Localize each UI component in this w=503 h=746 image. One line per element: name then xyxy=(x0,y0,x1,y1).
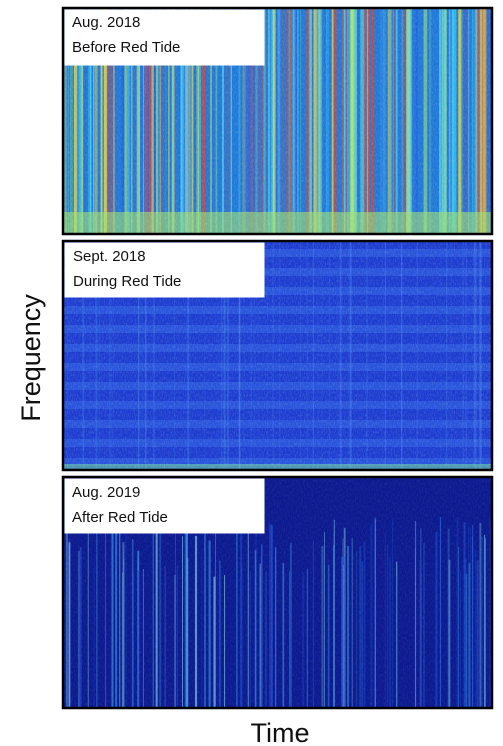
spectrogram-before xyxy=(63,8,492,234)
panel-date: Sept. 2018 xyxy=(73,248,146,265)
y-axis-label: Frequency xyxy=(16,294,46,422)
panel-frame xyxy=(61,6,494,236)
x-axis-label: Time xyxy=(251,718,310,746)
panel-caption: After Red Tide xyxy=(72,509,168,526)
panel-frame xyxy=(61,475,494,710)
panel-frame xyxy=(61,239,494,472)
panel-date: Aug. 2018 xyxy=(72,14,140,31)
label-box xyxy=(64,9,265,66)
panel-caption: During Red Tide xyxy=(73,273,181,290)
label-box xyxy=(64,242,265,298)
panel-caption: Before Red Tide xyxy=(72,39,180,56)
label-box xyxy=(64,478,265,534)
panel-date: Aug. 2019 xyxy=(72,484,140,501)
